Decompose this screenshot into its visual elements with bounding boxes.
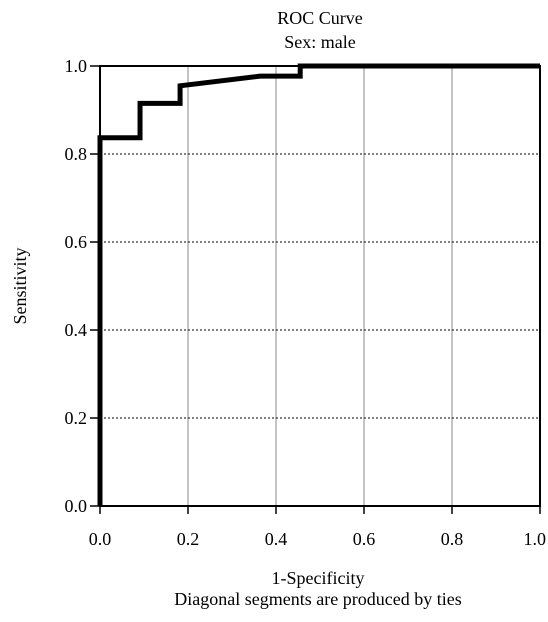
chart-subtitle: Sex: male bbox=[284, 32, 355, 52]
y-tick-label-3: 0.6 bbox=[65, 232, 88, 252]
y-tick-label-4: 0.8 bbox=[65, 144, 88, 164]
roc-curve-line-0 bbox=[97, 63, 540, 506]
roc-series bbox=[97, 63, 540, 506]
grid-lines bbox=[100, 66, 540, 506]
x-tick-label-5: 1.0 bbox=[524, 529, 547, 549]
y-tick-label-5: 1.0 bbox=[65, 56, 88, 76]
x-tick-label-2: 0.4 bbox=[265, 529, 288, 549]
x-axis-label: 1-Specificity bbox=[272, 568, 365, 588]
chart-title: ROC Curve bbox=[277, 8, 363, 28]
chart-footnote: Diagonal segments are produced by ties bbox=[174, 589, 461, 609]
plot-frame bbox=[99, 65, 541, 507]
x-tick-label-4: 0.8 bbox=[441, 529, 464, 549]
x-tick-label-3: 0.6 bbox=[353, 529, 376, 549]
y-tick-label-1: 0.2 bbox=[65, 408, 88, 428]
x-tick-label-0: 0.0 bbox=[89, 529, 112, 549]
y-tick-label-0: 0.0 bbox=[65, 496, 88, 516]
x-tick-label-1: 0.2 bbox=[177, 529, 200, 549]
y-tick-label-2: 0.4 bbox=[65, 320, 88, 340]
axis-ticks: 0.0 0.2 0.4 0.6 0.8 1.0 0.0 0.2 0.4 0.6 0.8 1.0 bbox=[65, 56, 547, 549]
y-axis-label: Sensitivity bbox=[10, 247, 30, 324]
